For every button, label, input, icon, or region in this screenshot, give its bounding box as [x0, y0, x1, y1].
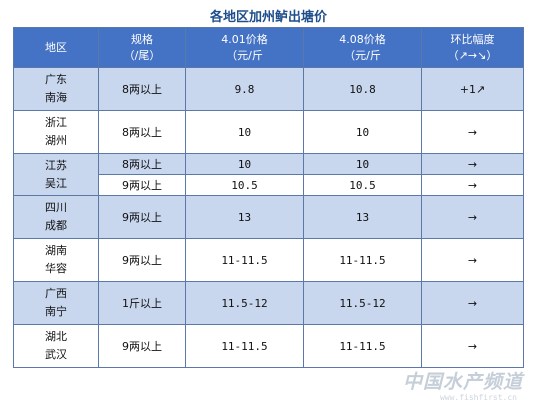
price-table: 地区 规格 （/尾） 4.01价格 （元/斤 4.08价格 （元/斤 环比幅度 （↗→↘… — [13, 27, 524, 368]
change-cell: → — [421, 238, 524, 282]
watermark-url: www.fishfirst.cn — [439, 393, 517, 402]
table-row: 四川 成都 9两以上 13 13 → — [13, 195, 524, 239]
table-row: 广东 南海 8两以上 9.8 10.8 +1↗ — [13, 67, 524, 111]
table-row: 湖北 武汉 9两以上 11-11.5 11-11.5 → — [13, 324, 524, 368]
price-0401-cell: 13 — [185, 195, 304, 239]
change-cell: → — [421, 195, 524, 239]
table-row: 9两以上 10.5 10.5 → — [14, 174, 524, 196]
price-0408-cell: 11.5-12 — [303, 281, 422, 325]
table-row: 江苏 吴江 8两以上 10 10 → — [13, 153, 524, 196]
header-change: 环比幅度 （↗→↘） — [421, 27, 524, 68]
spec-cell: 1斤以上 — [98, 281, 186, 325]
price-0408-cell: 11-11.5 — [303, 324, 422, 368]
table-row: 广西 南宁 1斤以上 11.5-12 11.5-12 → — [13, 281, 524, 325]
price-0408-cell: 11-11.5 — [303, 238, 422, 282]
spec-cell: 8两以上 — [98, 110, 186, 154]
price-0408-cell: 13 — [303, 195, 422, 239]
header-region: 地区 — [13, 27, 99, 68]
region-cell: 广西 南宁 — [13, 281, 99, 325]
change-cell: → — [421, 281, 524, 325]
price-0401-cell: 9.8 — [185, 67, 304, 111]
spec-cell: 9两以上 — [98, 195, 186, 239]
region-cell: 四川 成都 — [13, 195, 99, 239]
price-0401-cell: 10 — [185, 110, 304, 154]
table-title: 各地区加州鲈出塘价 — [209, 10, 327, 25]
change-cell: +1↗ — [421, 67, 524, 111]
spec-cell: 8两以上 — [98, 153, 186, 175]
change-cell: → — [421, 153, 524, 175]
spec-cell: 8两以上 — [98, 67, 186, 111]
price-0401-cell: 11.5-12 — [185, 281, 304, 325]
spec-cell: 9两以上 — [98, 238, 186, 282]
table-row: 浙江 湖州 8两以上 10 10 → — [13, 110, 524, 154]
header-price-0408: 4.08价格 （元/斤 — [303, 27, 422, 68]
change-cell: → — [421, 110, 524, 154]
price-0401-cell: 11-11.5 — [185, 238, 304, 282]
header-row: 地区 规格 （/尾） 4.01价格 （元/斤 4.08价格 （元/斤 环比幅度 （↗→↘… — [13, 27, 524, 68]
price-0401-cell: 11-11.5 — [185, 324, 304, 368]
region-cell: 广东 南海 — [13, 67, 99, 111]
price-0408-cell: 10 — [303, 153, 422, 175]
header-price-0401: 4.01价格 （元/斤 — [185, 27, 304, 68]
region-cell: 湖北 武汉 — [13, 324, 99, 368]
change-cell: → — [421, 324, 524, 368]
price-0408-cell: 10.5 — [303, 174, 422, 196]
price-0401-cell: 10 — [185, 153, 304, 175]
region-cell: 江苏 吴江 — [13, 153, 99, 196]
spec-cell: 9两以上 — [98, 324, 186, 368]
region-cell: 湖南 华容 — [13, 238, 99, 282]
watermark: 中国水产频道 — [402, 371, 523, 393]
header-spec: 规格 （/尾） — [98, 27, 186, 68]
change-cell: → — [421, 174, 524, 196]
table-row: 湖南 华容 9两以上 11-11.5 11-11.5 → — [13, 238, 524, 282]
price-0408-cell: 10.8 — [303, 67, 422, 111]
price-0401-cell: 10.5 — [185, 174, 304, 196]
spec-cell: 9两以上 — [98, 174, 186, 196]
region-cell: 浙江 湖州 — [13, 110, 99, 154]
price-0408-cell: 10 — [303, 110, 422, 154]
